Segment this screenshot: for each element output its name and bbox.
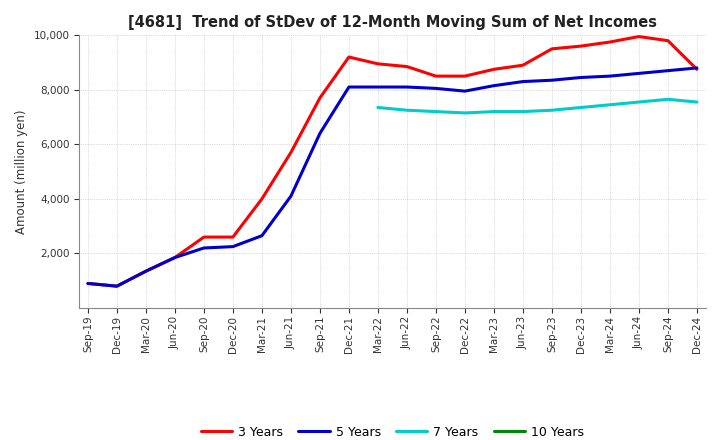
7 Years xyxy=(634,99,643,105)
3 Years xyxy=(374,61,382,66)
3 Years xyxy=(634,34,643,39)
7 Years xyxy=(664,97,672,102)
3 Years xyxy=(693,66,701,72)
3 Years xyxy=(345,55,354,60)
7 Years xyxy=(548,107,557,113)
5 Years xyxy=(693,65,701,70)
Title: [4681]  Trend of StDev of 12-Month Moving Sum of Net Incomes: [4681] Trend of StDev of 12-Month Moving… xyxy=(128,15,657,30)
3 Years xyxy=(490,66,498,72)
5 Years xyxy=(461,88,469,94)
3 Years xyxy=(606,39,614,44)
5 Years xyxy=(84,281,92,286)
Line: 3 Years: 3 Years xyxy=(88,37,697,286)
3 Years xyxy=(287,150,295,155)
3 Years xyxy=(461,73,469,79)
5 Years xyxy=(518,79,527,84)
5 Years xyxy=(577,75,585,80)
3 Years xyxy=(112,283,121,289)
5 Years xyxy=(634,71,643,76)
5 Years xyxy=(287,194,295,199)
7 Years xyxy=(518,109,527,114)
3 Years xyxy=(228,235,237,240)
3 Years xyxy=(577,44,585,49)
3 Years xyxy=(258,196,266,202)
5 Years xyxy=(258,233,266,238)
3 Years xyxy=(431,73,440,79)
7 Years xyxy=(606,102,614,107)
5 Years xyxy=(402,84,411,90)
3 Years xyxy=(171,255,179,260)
7 Years xyxy=(693,99,701,105)
Y-axis label: Amount (million yen): Amount (million yen) xyxy=(15,110,28,234)
3 Years xyxy=(664,38,672,43)
5 Years xyxy=(606,73,614,79)
3 Years xyxy=(518,62,527,68)
7 Years xyxy=(490,109,498,114)
7 Years xyxy=(461,110,469,116)
3 Years xyxy=(548,46,557,51)
5 Years xyxy=(664,68,672,73)
5 Years xyxy=(199,246,208,251)
7 Years xyxy=(374,105,382,110)
3 Years xyxy=(402,64,411,69)
5 Years xyxy=(171,255,179,260)
Line: 7 Years: 7 Years xyxy=(378,99,697,113)
5 Years xyxy=(490,83,498,88)
Line: 5 Years: 5 Years xyxy=(88,68,697,286)
5 Years xyxy=(228,244,237,249)
5 Years xyxy=(112,283,121,289)
5 Years xyxy=(142,268,150,274)
3 Years xyxy=(199,235,208,240)
5 Years xyxy=(345,84,354,90)
3 Years xyxy=(315,95,324,101)
Legend: 3 Years, 5 Years, 7 Years, 10 Years: 3 Years, 5 Years, 7 Years, 10 Years xyxy=(196,421,589,440)
7 Years xyxy=(431,109,440,114)
5 Years xyxy=(374,84,382,90)
5 Years xyxy=(431,86,440,91)
7 Years xyxy=(577,105,585,110)
3 Years xyxy=(142,268,150,274)
7 Years xyxy=(402,107,411,113)
3 Years xyxy=(84,281,92,286)
5 Years xyxy=(315,131,324,136)
5 Years xyxy=(548,77,557,83)
